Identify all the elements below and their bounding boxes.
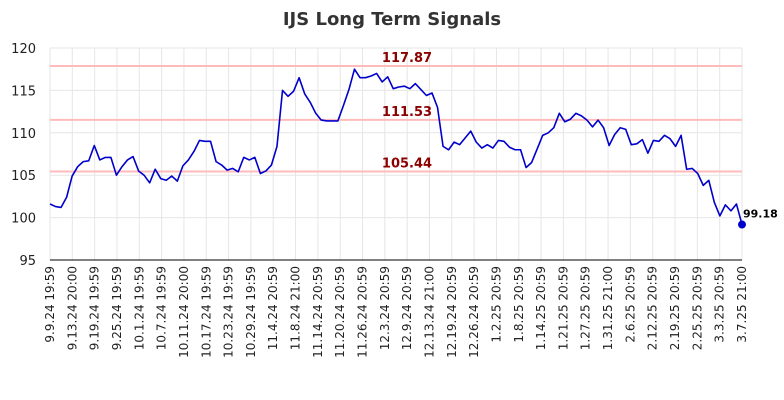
x-tick-label: 2.19.25 20:59 [668,266,682,350]
x-tick-label: 3.7.25 21:00 [735,266,749,343]
x-tick-label: 2.12.25 20:59 [646,266,660,350]
x-tick-label: 11.4.24 20:59 [266,266,280,350]
chart-title: IJS Long Term Signals [283,9,501,30]
x-tick-label: 2.25.25 20:59 [690,266,704,350]
reference-line-label: 117.87 [382,51,432,66]
x-tick-label: 11.14.24 20:59 [311,266,325,358]
x-tick-label: 10.7.24 19:59 [155,266,169,350]
x-tick-label: 12.19.24 20:59 [445,266,459,358]
x-tick-label: 10.11.24 20:00 [177,266,191,358]
series-layer [49,68,746,229]
series-line [49,68,743,225]
x-tick-label: 10.29.24 19:59 [244,266,258,358]
reference-lines [50,65,742,173]
x-tick-label: 12.3.24 20:59 [378,266,392,350]
x-tick-label: 3.3.25 20:59 [713,266,727,343]
x-tick-label: 1.21.25 20:59 [556,266,570,350]
x-tick-label: 1.2.25 20:59 [489,266,503,343]
y-tick-label: 100 [11,212,36,227]
x-tick-label: 1.8.25 20:59 [512,266,526,343]
x-tick-label: 12.9.24 20:59 [400,266,414,350]
labels: 117.87 111.53 105.44 99.18 [382,51,778,220]
last-point-marker [738,220,746,229]
grid [49,47,743,261]
x-tick-label: 1.31.25 21:00 [601,266,615,350]
x-tick-label: 11.8.24 21:00 [289,266,303,350]
y-tick-label: 105 [11,169,36,184]
x-tick-label: 2.6.25 20:59 [623,266,637,343]
x-tick-label: 1.27.25 20:59 [579,266,593,350]
x-tick-label: 1.14.25 20:59 [534,266,548,350]
x-tick-label: 10.1.24 19:59 [132,266,146,350]
last-value-label: 99.18 [743,208,778,221]
reference-line-label: 111.53 [382,105,432,120]
x-tick-label: 11.26.24 20:59 [356,266,370,358]
x-tick-label: 9.19.24 19:59 [88,266,102,350]
reference-line-label: 105.44 [382,156,432,171]
y-tick-label: 110 [11,127,36,142]
x-tick-label: 11.20.24 20:59 [333,266,347,358]
y-tick-label: 95 [19,254,36,269]
axes: 95 100 105 110 115 120 9.9.24 19:59 9.13.24 20:… [11,42,749,358]
x-tick-label: 12.26.24 20:59 [467,266,481,358]
y-tick-label: 115 [11,84,36,99]
x-tick-label: 12.13.24 21:00 [422,266,436,358]
x-tick-label: 9.13.24 20:00 [65,266,79,350]
x-tick-label: 9.25.24 19:59 [110,266,124,350]
x-tick-label: 10.23.24 19:59 [222,266,236,358]
y-tick-label: 120 [11,42,36,57]
x-tick-label: 10.17.24 19:59 [199,266,213,358]
x-tick-label: 9.9.24 19:59 [43,266,57,343]
